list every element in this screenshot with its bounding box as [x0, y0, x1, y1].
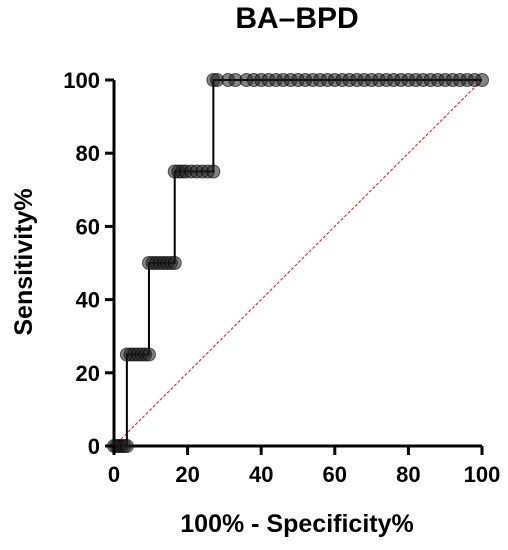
y-tick-label: 0: [88, 434, 100, 459]
data-point: [119, 439, 134, 453]
x-tick-label: 80: [396, 462, 420, 487]
reference-diagonal-line: [113, 79, 483, 447]
y-axis-label: Sensitivity%: [10, 188, 38, 335]
y-tick-label: 60: [76, 214, 100, 239]
x-tick-label: 60: [323, 462, 347, 487]
chart-title: BA–BPD: [235, 2, 358, 35]
x-tick-label: 0: [108, 462, 120, 487]
data-point: [141, 347, 156, 362]
y-tick-label: 100: [63, 68, 100, 93]
tick-labels: 0 20 40 60 80 100 0 20 40 60 80 100: [63, 68, 500, 487]
x-tick-label: 20: [175, 462, 199, 487]
data-point: [475, 73, 489, 87]
x-axis-label: 100% - Specificity%: [180, 510, 413, 538]
data-point: [206, 164, 221, 179]
y-tick-label: 80: [76, 141, 100, 166]
axes: [112, 80, 482, 448]
y-tick-label: 40: [76, 288, 100, 313]
x-tick-label: 40: [249, 462, 273, 487]
data-points: [107, 73, 489, 453]
x-tick-label: 100: [464, 462, 501, 487]
y-tick-label: 20: [76, 361, 100, 386]
data-point: [167, 256, 182, 270]
